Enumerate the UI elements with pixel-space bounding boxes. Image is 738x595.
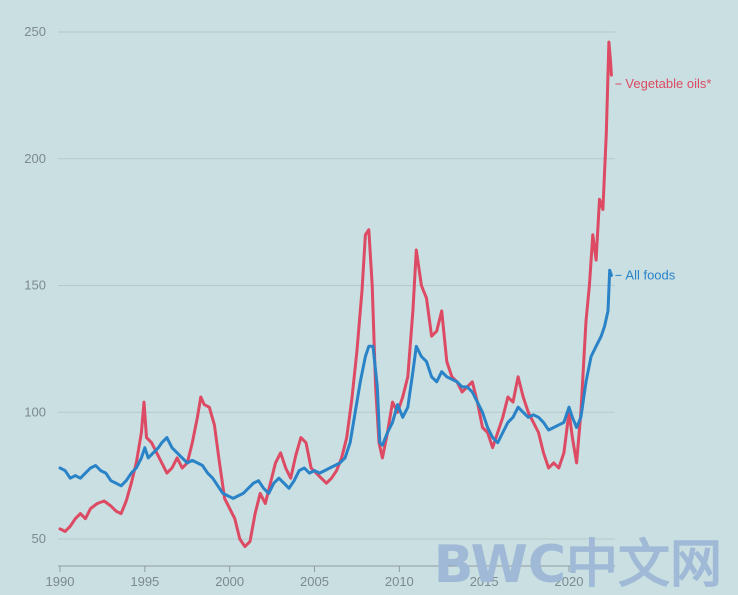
x-tick-label: 2010 [385,574,414,589]
series-line-all-foods [58,268,613,500]
x-tick-label: 2020 [555,574,584,589]
series-labels: Vegetable oils* All foods [615,76,711,282]
x-tick-label: 1990 [46,574,75,589]
y-tick-label: 150 [24,278,46,293]
series-label-all-foods: All foods [625,267,675,282]
y-tick-label: 200 [24,151,46,166]
x-axis: 1990 1995 2000 2005 2010 2015 2020 [46,565,615,589]
x-tick-label: 2005 [300,574,329,589]
watermark-text: BWC中文网 [434,535,722,595]
y-tick-label: 50 [32,531,46,546]
x-tick-label: 2015 [470,574,499,589]
series-label-vegetable-oils: Vegetable oils* [625,76,711,91]
x-tick-label: 2000 [215,574,244,589]
y-tick-label: 250 [24,24,46,39]
series-line-vegetable-oils [58,40,613,549]
y-tick-label: 100 [24,404,46,419]
series-lines [58,40,613,549]
gridlines: 50 100 150 200 250 [24,24,615,546]
x-tick-label: 1995 [130,574,159,589]
